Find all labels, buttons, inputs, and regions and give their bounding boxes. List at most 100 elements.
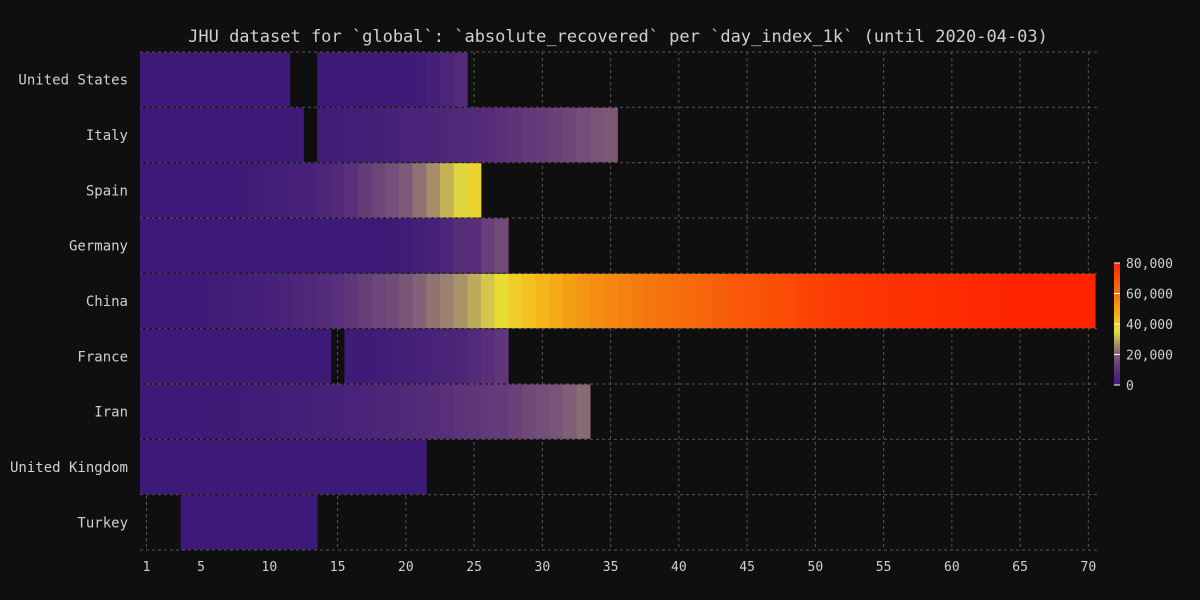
heatmap-cell (303, 439, 318, 495)
heatmap-cell (276, 52, 291, 107)
y-tick-label: United States (18, 73, 128, 89)
heatmap-cell (412, 384, 427, 439)
heatmap-cell (1081, 273, 1096, 329)
x-tick-label: 60 (944, 560, 960, 575)
heatmap-cell (480, 273, 495, 329)
heatmap-cell (822, 273, 837, 329)
chart-title: JHU dataset for `global`: `absolute_reco… (188, 27, 1048, 47)
heatmap-cell (371, 52, 386, 107)
heatmap-cell (235, 329, 250, 384)
heatmap-cell (426, 273, 441, 329)
heatmap-cell (1067, 273, 1082, 329)
heatmap-cell (631, 273, 646, 329)
heatmap-cell (535, 273, 550, 329)
heatmap-cell (289, 218, 304, 273)
heatmap-cell (603, 273, 618, 329)
heatmap-cell (562, 273, 577, 329)
heatmap-cell (439, 163, 455, 218)
heatmap-cell (399, 52, 414, 107)
heatmap-cell (153, 107, 168, 163)
heatmap-cell (248, 163, 263, 218)
y-tick-label: Italy (86, 128, 128, 144)
heatmap-cell (385, 107, 400, 163)
heatmap-cell (467, 163, 482, 218)
heatmap-cell (289, 107, 304, 163)
heatmap-cell (248, 439, 263, 495)
heatmap-cell (371, 329, 386, 384)
heatmap-cell (426, 107, 441, 163)
heatmap-cell (303, 495, 318, 550)
heatmap-cell (235, 495, 250, 550)
heatmap-cell (467, 273, 482, 329)
heatmap-cell (235, 384, 250, 439)
heatmap-cell (207, 163, 222, 218)
heatmap-cell (166, 107, 182, 163)
heatmap-cell (262, 52, 277, 107)
heatmap-cell (358, 273, 373, 329)
heatmap-cell (166, 384, 182, 439)
heatmap-cell (330, 163, 345, 218)
heatmap-cell (221, 495, 236, 550)
heatmap-cell (166, 218, 182, 273)
heatmap-cell (317, 107, 332, 163)
heatmap-cell (317, 163, 332, 218)
heatmap-cell (194, 218, 209, 273)
heatmap-cell (289, 329, 304, 384)
x-axis-labels: 1 5 10 15 20 25 30 35 40 45 50 55 60 65 70 (143, 560, 1097, 575)
heatmap-cell (453, 273, 468, 329)
heatmap-cell (371, 439, 386, 495)
heatmap-cell (576, 107, 591, 163)
heatmap-cell (289, 384, 304, 439)
heatmap-cell (194, 439, 209, 495)
heatmap-cell (358, 52, 373, 107)
heatmap-cell (467, 107, 482, 163)
heatmap-cell (521, 273, 536, 329)
heatmap-cell (399, 107, 414, 163)
heatmap-cell (317, 52, 332, 107)
heatmap-cell (385, 329, 400, 384)
heatmap-cell (385, 439, 400, 495)
heatmap-cell (180, 439, 195, 495)
heatmap-cell (412, 439, 427, 495)
heatmap-cell (385, 52, 400, 107)
heatmap-cell (194, 163, 209, 218)
heatmap-cell (140, 163, 154, 218)
heatmap-cell (330, 52, 345, 107)
heatmap-cell (344, 52, 359, 107)
heatmap-cell (289, 163, 304, 218)
heatmap-cell (535, 107, 550, 163)
heatmap-cell (207, 218, 222, 273)
colorbar-tick-label: 20,000 (1126, 349, 1173, 364)
heatmap-cell (917, 273, 932, 329)
heatmap-cell (207, 107, 222, 163)
heatmap-cell (276, 107, 291, 163)
heatmap-cell (207, 273, 222, 329)
heatmap-cell (453, 329, 468, 384)
heatmap-cell (317, 439, 332, 495)
heatmap-cell (180, 273, 195, 329)
x-tick-label: 70 (1081, 560, 1097, 575)
x-tick-label: 35 (603, 560, 619, 575)
heatmap-cell (194, 52, 209, 107)
heatmap-cell (794, 273, 809, 329)
heatmap-cell (985, 273, 1001, 329)
colorbar-tick-label: 40,000 (1126, 318, 1173, 333)
heatmap-cell (426, 329, 441, 384)
heatmap-cell (207, 384, 222, 439)
heatmap-cell (194, 329, 209, 384)
heatmap-cell (562, 384, 577, 439)
heatmap-cell (358, 218, 373, 273)
heatmap-cell (166, 163, 182, 218)
heatmap-cell (617, 273, 632, 329)
heatmap-cell (576, 273, 591, 329)
heatmap-cell (399, 439, 414, 495)
heatmap-cell (344, 273, 359, 329)
heatmap-cell (931, 273, 946, 329)
heatmap-cell (467, 218, 482, 273)
heatmap-cell (194, 273, 209, 329)
heatmap-cell (399, 163, 414, 218)
heatmap-cell (644, 273, 659, 329)
heatmap-cell (153, 273, 168, 329)
heatmap-cell (303, 273, 318, 329)
